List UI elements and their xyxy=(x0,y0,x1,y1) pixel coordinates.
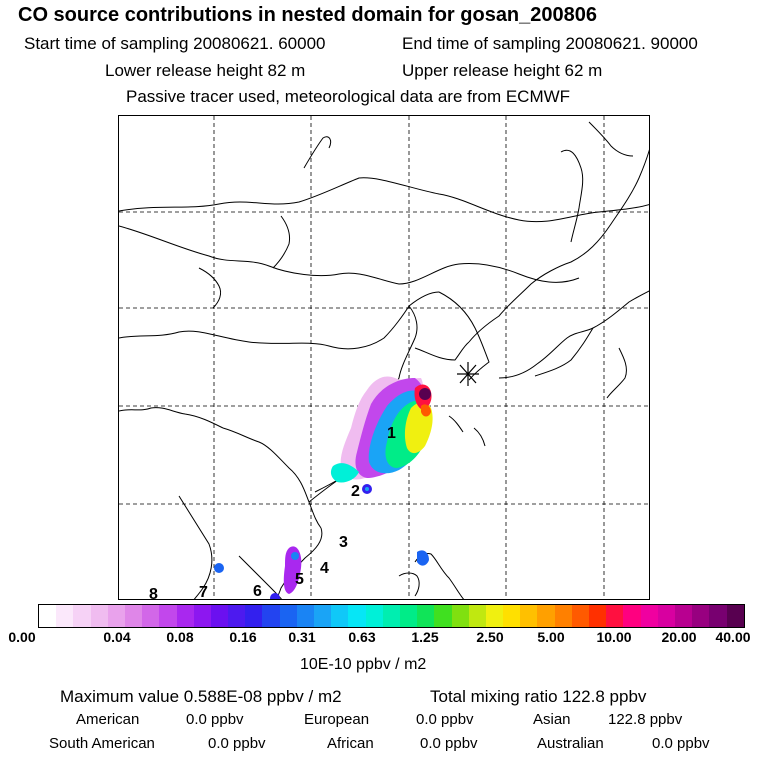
region-label-1: 1 xyxy=(387,425,396,442)
colorbar-swatch xyxy=(434,605,452,627)
colorbar-tick: 1.25 xyxy=(411,629,439,645)
south-american-value: 0.0 ppbv xyxy=(208,735,266,752)
asian-label: Asian xyxy=(533,711,571,728)
australian-value: 0.0 ppbv xyxy=(652,735,710,752)
end-time: End time of sampling 20080621. 90000 xyxy=(402,34,698,53)
colorbar-swatch xyxy=(296,605,314,627)
colorbar-swatch xyxy=(640,605,658,627)
colorbar-tick: 0.63 xyxy=(348,629,376,645)
colorbar-swatch xyxy=(73,605,91,627)
lower-release-height: Lower release height 82 m xyxy=(105,61,306,80)
colorbar-tick: 40.00 xyxy=(715,629,751,645)
colorbar-swatch xyxy=(142,605,160,627)
colorbar-swatch xyxy=(417,605,435,627)
european-value: 0.0 ppbv xyxy=(416,711,474,728)
colorbar-swatch xyxy=(606,605,624,627)
total-mixing-ratio: Total mixing ratio 122.8 ppbv xyxy=(430,687,647,706)
colorbar-swatch xyxy=(245,605,263,627)
map-title: CO source contributions in nested domain… xyxy=(18,4,598,26)
colorbar-tick: 0.04 xyxy=(103,629,131,645)
region-label-7: 7 xyxy=(199,584,208,600)
coastlines xyxy=(119,121,649,599)
australian-label: Australian xyxy=(537,735,604,752)
asian-value: 122.8 ppbv xyxy=(608,711,683,728)
colorbar-tick: 0.08 xyxy=(166,629,194,645)
colorbar-swatch xyxy=(228,605,246,627)
colorbar-swatch xyxy=(485,605,504,627)
tracer-note: Passive tracer used, meteorological data… xyxy=(126,87,571,106)
colorbar-swatch xyxy=(56,605,74,627)
maximum-value: Maximum value 0.588E-08 ppbv / m2 xyxy=(60,687,342,706)
colorbar-swatch xyxy=(537,605,555,627)
concentration-plume xyxy=(214,376,433,599)
colorbar-swatch xyxy=(520,605,538,627)
colorbar-swatch xyxy=(331,605,349,627)
colorbar-tick: 20.00 xyxy=(661,629,697,645)
colorbar-swatch xyxy=(657,605,675,627)
colorbar-swatch xyxy=(365,605,383,627)
colorbar-swatch xyxy=(503,605,521,627)
region-labels: 1 2 3 4 5 6 7 8 xyxy=(149,425,396,600)
colorbar-swatch xyxy=(124,605,143,627)
colorbar-swatch xyxy=(193,605,211,627)
receptor-asterisk xyxy=(457,362,479,386)
colorbar-swatch xyxy=(554,605,572,627)
colorbar-swatch xyxy=(382,605,400,627)
upper-release-height: Upper release height 62 m xyxy=(402,61,603,80)
colorbar-swatch xyxy=(451,605,469,627)
colorbar-swatch xyxy=(39,605,57,627)
colorbar-swatch xyxy=(399,605,418,627)
colorbar-swatch xyxy=(90,605,108,627)
region-label-3: 3 xyxy=(339,534,348,551)
european-label: European xyxy=(304,711,370,728)
colorbar-swatch xyxy=(674,605,693,627)
colorbar xyxy=(38,604,745,628)
region-label-4: 4 xyxy=(320,560,329,577)
colorbar-units: 10E-10 ppbv / m2 xyxy=(300,656,427,673)
region-label-8: 8 xyxy=(149,586,158,600)
colorbar-swatch xyxy=(107,605,125,627)
colorbar-swatch xyxy=(589,605,607,627)
colorbar-swatch xyxy=(210,605,229,627)
colorbar-tick: 0.16 xyxy=(229,629,257,645)
colorbar-swatch xyxy=(176,605,194,627)
colorbar-tick: 10.00 xyxy=(596,629,632,645)
american-value: 0.0 ppbv xyxy=(186,711,244,728)
colorbar-swatch xyxy=(571,605,589,627)
region-label-5: 5 xyxy=(295,571,304,588)
colorbar-swatch xyxy=(159,605,177,627)
region-label-2: 2 xyxy=(351,483,360,500)
map-canvas: 1 2 3 4 5 6 7 8 xyxy=(119,116,649,600)
colorbar-tick: 2.50 xyxy=(476,629,504,645)
african-label: African xyxy=(327,735,374,752)
colorbar-swatch xyxy=(692,605,710,627)
colorbar-swatch xyxy=(348,605,366,627)
colorbar-swatch xyxy=(623,605,641,627)
african-value: 0.0 ppbv xyxy=(420,735,478,752)
start-time: Start time of sampling 20080621. 60000 xyxy=(24,34,326,53)
colorbar-swatch xyxy=(709,605,727,627)
region-label-6: 6 xyxy=(253,583,262,600)
south-american-label: South American xyxy=(49,735,155,752)
colorbar-swatch xyxy=(262,605,280,627)
colorbar-swatch xyxy=(726,605,744,627)
colorbar-tick: 5.00 xyxy=(537,629,565,645)
american-label: American xyxy=(76,711,140,728)
colorbar-tick: 0.31 xyxy=(288,629,316,645)
map-panel: 1 2 3 4 5 6 7 8 xyxy=(118,115,650,600)
colorbar-swatch xyxy=(314,605,332,627)
colorbar-swatch xyxy=(468,605,486,627)
colorbar-tick: 0.00 xyxy=(8,629,36,645)
colorbar-swatch xyxy=(279,605,297,627)
